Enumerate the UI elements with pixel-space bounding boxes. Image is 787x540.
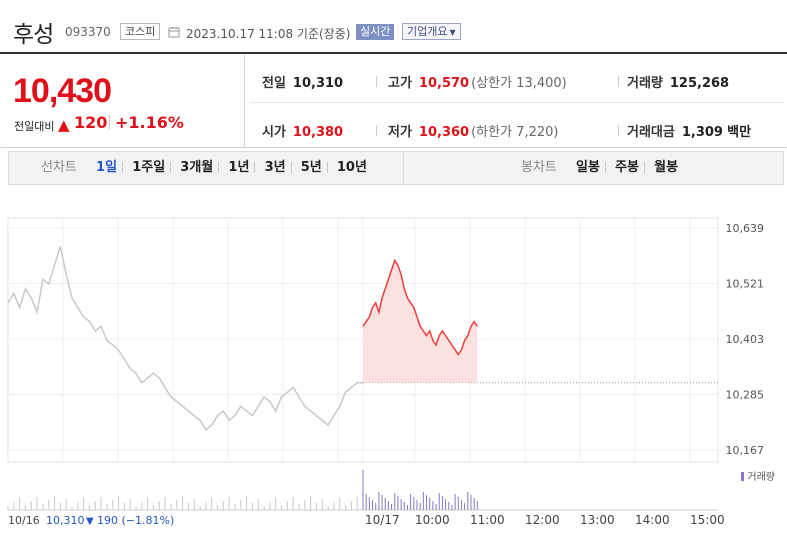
prev-day-change-label: 190 (−1.81%)	[97, 514, 174, 527]
x-tick-label: 14:00	[635, 513, 670, 527]
y-tick-label: 10,167	[726, 444, 765, 457]
high-value: 10,570	[418, 76, 470, 91]
market-badge: 코스피	[120, 23, 161, 40]
y-tick-label: 10,639	[726, 222, 765, 235]
divider	[618, 125, 619, 136]
chevron-down-icon: ▼	[449, 28, 456, 37]
line-chart-title: 선차트	[41, 160, 77, 175]
upper-limit: (상한가 13,400)	[471, 76, 567, 91]
company-info-label: 기업개요	[407, 25, 448, 38]
change-value: 120	[74, 113, 108, 132]
volume-cell: 거래량 125,268	[627, 72, 729, 91]
volume-legend: 거래량	[747, 471, 775, 483]
high-cell: 고가 10,570 (상한가 13,400)	[388, 72, 567, 91]
y-tick-label: 10,403	[726, 333, 765, 346]
stock-code: 093370	[65, 25, 111, 39]
x-tick-label: 10/17	[365, 513, 400, 527]
divider	[290, 162, 292, 173]
amount-cell: 거래대금 1,309 백만	[627, 121, 751, 140]
prev-close-cell: 전일 10,310	[262, 72, 343, 91]
quote-panel: 10,430 전일대비 ▲ 120 | +1.16% 전일 10,310 고가 10…	[0, 52, 787, 148]
tab-daily[interactable]: 일봉	[576, 160, 600, 175]
x-tick-label: 12:00	[525, 513, 560, 527]
change-separator: |	[107, 114, 112, 130]
x-tick-label: 11:00	[470, 513, 505, 527]
tab-3m[interactable]: 3개월	[180, 160, 214, 175]
tab-1w[interactable]: 1주일	[132, 160, 166, 175]
y-tick-label: 10,521	[726, 278, 765, 291]
open-label: 시가	[262, 125, 286, 140]
divider	[604, 162, 606, 173]
prev-day-date-label: 10/16	[8, 514, 40, 527]
company-info-button[interactable]: 기업개요 ▼	[402, 23, 461, 40]
up-arrow-icon: ▲	[58, 116, 70, 134]
divider	[170, 162, 172, 173]
calendar-icon	[168, 27, 180, 38]
divider	[122, 162, 124, 173]
lower-limit: (하한가 7,220)	[471, 125, 559, 140]
prev-close-value: 10,310	[292, 76, 344, 91]
candle-chart-tabs: 봉차트 일봉 주봉 월봉	[521, 152, 683, 184]
current-price-box: 10,430 전일대비 ▲ 120 | +1.16%	[0, 54, 245, 147]
prev-close-label: 전일	[262, 76, 286, 91]
amount-unit: 백만	[727, 125, 752, 140]
amount-label: 거래대금	[627, 125, 675, 140]
x-tick-label: 13:00	[580, 513, 615, 527]
chart-tabs-bar: 선차트 1일 1주일 3개월 1년 3년 5년 10년 봉차트 일봉 주봉 월봉	[8, 151, 784, 185]
tab-5y[interactable]: 5년	[300, 160, 322, 175]
line-chart-tabs: 선차트 1일 1주일 3개월 1년 3년 5년 10년	[41, 152, 372, 184]
row-divider	[250, 102, 784, 103]
low-label: 저가	[388, 125, 412, 140]
divider	[618, 76, 619, 87]
amount-value: 1,309	[681, 125, 723, 140]
divider	[218, 162, 220, 173]
divider	[376, 76, 377, 87]
price-chart: 10,639 10,521 10,403 10,285 10,167 거래량 10/16 10…	[7, 217, 775, 527]
today-series-line	[362, 258, 478, 356]
change-label: 전일대비	[14, 120, 55, 133]
prev-day-series-line	[7, 246, 363, 431]
tab-10y[interactable]: 10년	[336, 160, 367, 175]
open-cell: 시가 10,380	[262, 121, 343, 140]
high-label: 고가	[388, 76, 412, 91]
today-area-fill	[363, 260, 478, 383]
down-arrow-icon: ▼	[86, 516, 94, 527]
x-tick-label: 10:00	[415, 513, 450, 527]
quote-timestamp: 2023.10.17 11:08 기준(장중)	[186, 27, 351, 41]
stock-name: 후성	[13, 22, 54, 48]
tab-1y[interactable]: 1년	[228, 160, 250, 175]
change-percent: +1.16%	[115, 113, 184, 132]
divider	[254, 162, 256, 173]
candle-chart-title: 봉차트	[521, 160, 557, 175]
tab-weekly[interactable]: 주봉	[615, 160, 640, 175]
live-badge: 실시간	[356, 24, 395, 40]
current-price: 10,430	[13, 72, 112, 110]
tabs-divider	[403, 152, 404, 184]
low-cell: 저가 10,360 (하한가 7,220)	[388, 121, 558, 140]
tab-monthly[interactable]: 월봉	[654, 160, 679, 175]
x-tick-label: 15:00	[690, 513, 725, 527]
divider	[326, 162, 328, 173]
low-value: 10,360	[418, 125, 470, 140]
stock-header: 후성 093370 코스피 2023.10.17 11:08 기준(장중) 실시…	[0, 0, 787, 48]
volume-label: 거래량	[627, 76, 663, 91]
volume-legend-swatch	[741, 472, 744, 481]
open-value: 10,380	[292, 125, 344, 140]
divider	[644, 162, 646, 173]
volume-value: 125,268	[669, 76, 730, 91]
tab-1d[interactable]: 1일	[96, 160, 118, 175]
tab-3y[interactable]: 3년	[264, 160, 286, 175]
prev-day-close-label: 10,310	[46, 514, 85, 527]
y-tick-label: 10,285	[726, 389, 765, 402]
divider	[376, 125, 377, 136]
